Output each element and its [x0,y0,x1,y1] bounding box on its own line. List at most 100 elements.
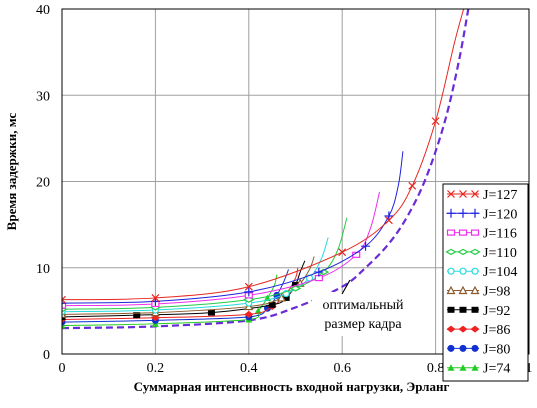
marker-shape [458,325,468,333]
marker-shape [276,293,286,302]
marker-shape [292,282,299,288]
series-j120 [62,151,404,308]
data-point [446,325,456,333]
data-point [447,344,455,352]
x-tick-label: 1 [526,361,533,376]
marker-shape [459,190,467,198]
series-line [62,9,470,330]
data-point [446,229,456,236]
data-point [289,285,302,292]
marker-shape [471,267,479,275]
legend-item-j110: J=110 [445,246,517,261]
legend-label: J=104 [483,265,517,280]
marker-shape [446,208,456,218]
marker-shape [244,310,254,318]
data-point [62,302,67,309]
data-point [459,190,467,198]
data-point [446,285,456,295]
annotation-background [312,292,415,336]
legend-label: J=116 [483,227,517,242]
legend-item-j104: J=104 [447,265,517,280]
data-point [282,294,290,301]
data-point [254,307,262,314]
legend-item-j74: J=74 [447,362,510,377]
data-point [470,229,480,236]
data-point [470,285,480,295]
marker-shape [289,285,302,292]
data-point [244,287,254,297]
data-point [133,312,141,319]
y-axis-label: Время задержки, мс [4,112,19,230]
marker-shape [338,248,347,257]
data-point [470,208,480,218]
marker-shape [470,325,480,333]
marker-shape [431,117,440,126]
marker-shape [459,364,467,371]
legend-label: J=80 [483,342,510,357]
marker-shape [384,216,393,225]
data-point [447,267,455,275]
marker-shape [471,190,479,198]
data-point [384,211,394,221]
marker-shape [445,248,457,256]
data-point [408,181,417,190]
marker-shape [254,307,262,314]
plot-border [61,8,530,355]
marker-shape [447,267,455,275]
marker-shape [458,285,468,295]
data-point [469,248,481,256]
data-point [471,306,479,313]
marker-shape [458,208,468,218]
marker-shape [268,301,276,308]
data-point [458,285,468,295]
marker-shape [459,267,467,275]
data-point [207,309,215,316]
legend-item-j116: J=116 [446,227,517,242]
legend-label: J=86 [483,323,510,338]
annotation-pointer [341,279,351,295]
data-point [431,117,440,126]
marker-shape [446,285,456,295]
data-point [447,190,455,198]
marker-shape [459,344,467,352]
marker-shape [151,294,160,302]
data-point [244,310,254,318]
x-axis-label: Суммарная интенсивность входной нагрузки… [134,379,450,394]
series-line [62,9,465,301]
y-tick-label: 30 [36,89,50,104]
marker-shape [470,208,480,218]
marker-shape [471,306,479,313]
data-point [446,208,456,218]
series-j127 [62,9,465,304]
data-point [459,267,467,275]
data-point [151,294,160,302]
marker-shape [207,309,215,316]
marker-shape [282,294,290,301]
data-point [471,190,479,198]
marker-shape [244,282,253,291]
annotation-optimal-frame: оптимальный размер кадра [312,279,415,336]
annotation-text: размер кадра [324,317,402,332]
data-point [471,364,479,371]
marker-shape [361,241,371,251]
data-point [62,295,66,304]
marker-shape [447,306,455,313]
y-tick-label: 40 [36,3,50,18]
data-point [268,301,276,308]
y-tick-label: 20 [36,176,50,191]
data-point [459,364,467,371]
legend-label: J=74 [483,362,510,377]
marker-shape [447,344,455,352]
marker-shape [470,285,480,295]
legend-label: J=127 [483,188,517,203]
legend-label: J=110 [483,246,517,261]
data-point [361,241,371,251]
data-point [292,282,299,288]
data-point [447,364,455,371]
marker-shape [408,181,417,190]
legend-item-j120: J=120 [446,207,517,222]
data-point [276,293,286,302]
legend-item-j92: J=92 [447,304,510,319]
